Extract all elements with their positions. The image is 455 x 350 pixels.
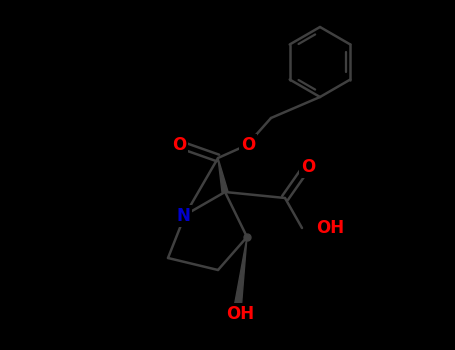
Text: O: O: [241, 136, 255, 154]
Text: N: N: [176, 207, 190, 225]
Polygon shape: [218, 158, 228, 192]
Text: OH: OH: [316, 219, 344, 237]
Polygon shape: [234, 237, 247, 306]
Text: O: O: [301, 158, 315, 176]
Text: O: O: [172, 136, 186, 154]
Text: OH: OH: [226, 305, 254, 323]
